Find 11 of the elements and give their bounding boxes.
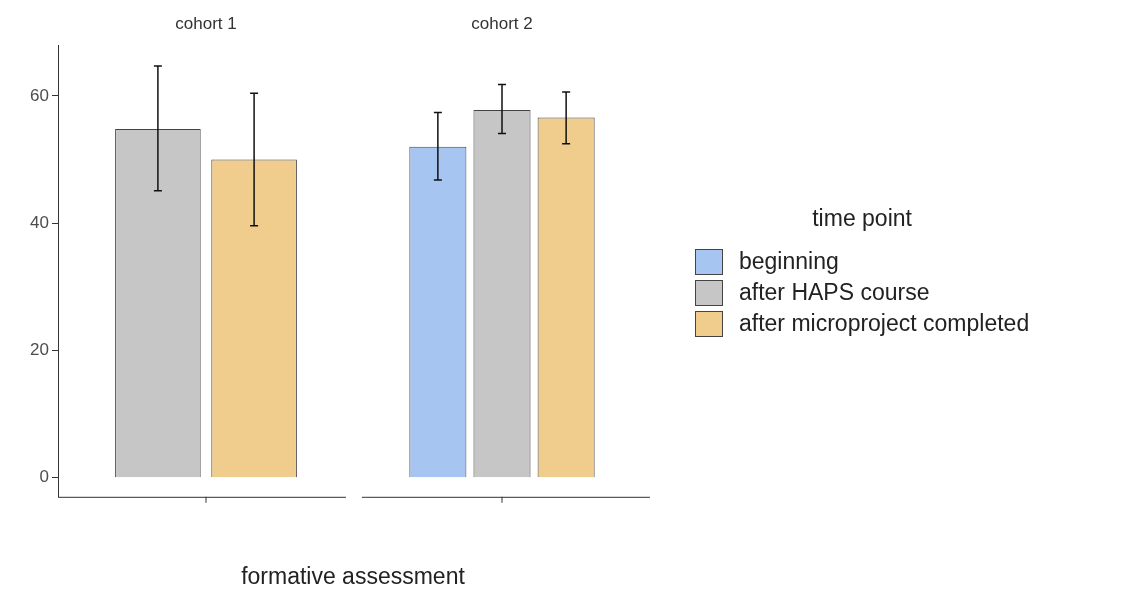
legend-label: after HAPS course <box>739 279 930 306</box>
legend-title: time point <box>811 205 913 232</box>
x-tick-label: cohort 2 <box>471 14 533 34</box>
legend-label: after microproject completed <box>739 310 1030 337</box>
y-tick-label: 0 <box>39 467 49 487</box>
y-tick-label: 40 <box>30 212 49 232</box>
y-tick-label: 60 <box>30 85 49 105</box>
y-tick-label: 20 <box>30 340 49 360</box>
legend-label: beginning <box>739 248 839 275</box>
x-axis-title: formative assessment <box>240 563 466 590</box>
x-tick-label: cohort 1 <box>175 14 237 34</box>
